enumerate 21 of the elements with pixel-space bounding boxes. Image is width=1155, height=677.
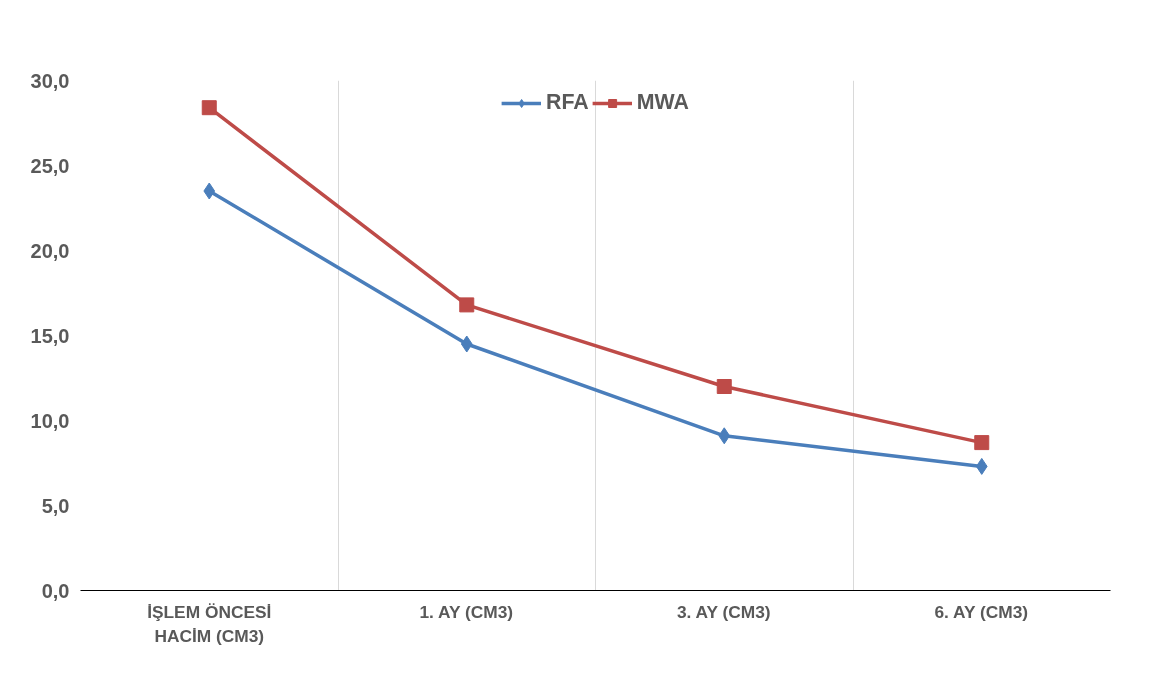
x-tick-label: 3. AY (CM3) xyxy=(676,601,771,622)
point xyxy=(975,457,988,475)
y-tick-label: 10,0 xyxy=(30,409,70,432)
x-tick-label: İŞLEM ÖNCESİ HACİM (CM3) xyxy=(147,601,272,646)
x-tick-label: 1. AY (CM3) xyxy=(419,601,514,622)
y-tick-label: 30,0 xyxy=(30,69,70,92)
y-tick-label: 5,0 xyxy=(41,494,70,517)
y-tick-label: 25,0 xyxy=(30,154,70,177)
legend-label: RFA xyxy=(546,90,589,115)
x-tick-label: 6. AY (CM3) xyxy=(934,601,1029,622)
legend-label: MWA xyxy=(636,90,689,115)
point xyxy=(974,435,990,451)
point xyxy=(459,297,475,313)
point xyxy=(203,182,216,200)
y-tick-label: 0,0 xyxy=(41,579,70,602)
point xyxy=(718,427,731,445)
y-tick-label: 20,0 xyxy=(30,239,70,262)
point xyxy=(460,335,473,353)
y-tick-label: 15,0 xyxy=(30,324,70,347)
point xyxy=(716,379,732,394)
point xyxy=(201,100,217,116)
